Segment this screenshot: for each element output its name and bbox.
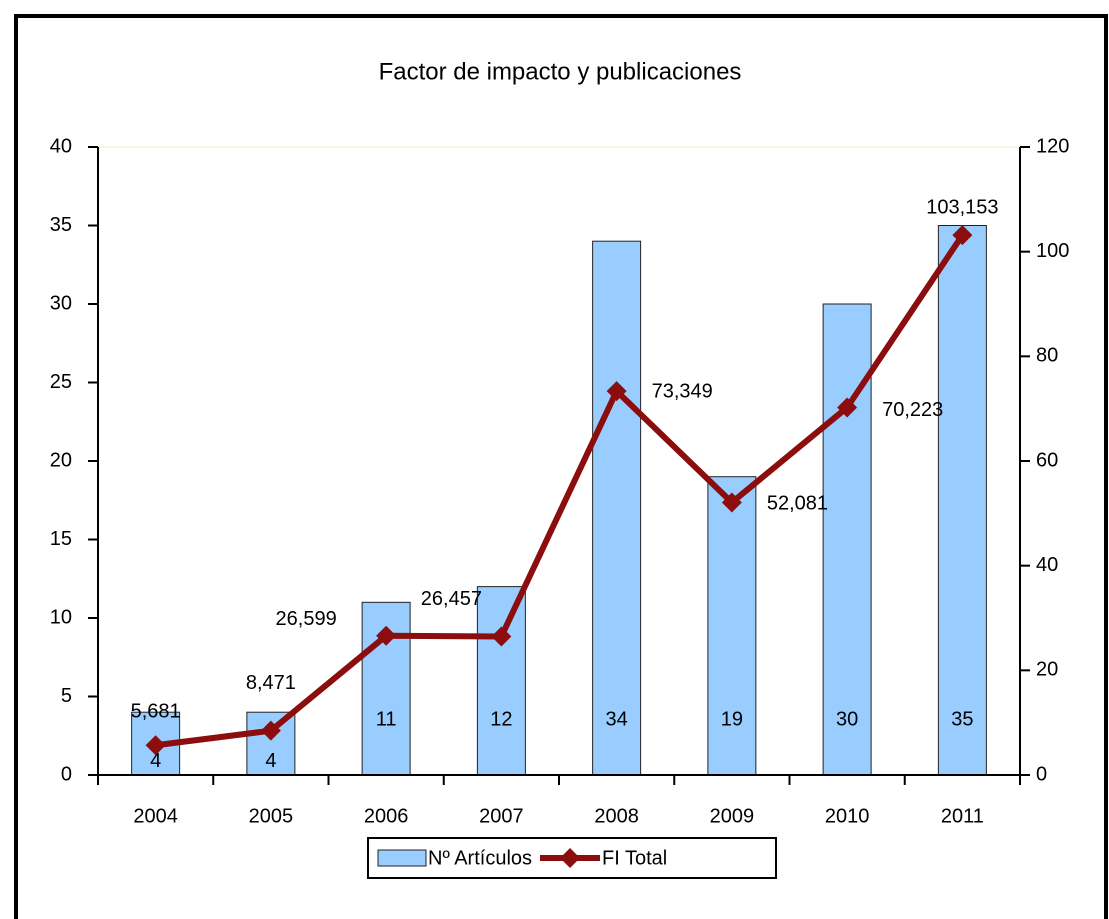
chart-title: Factor de impacto y publicaciones [379,58,742,85]
y-tick-label: 20 [50,449,72,471]
line-marker [491,626,512,647]
bar [476,586,526,776]
y-tick-label: 25 [50,371,72,393]
x-tick-label: 2011 [941,805,984,827]
line-value-label: 26,599 [276,608,337,630]
line-value-label: 26,457 [421,588,482,610]
line-value-label: 8,471 [246,672,296,694]
line-marker [837,397,858,418]
y-tick-label: 30 [50,292,72,314]
legend-marker [560,848,581,868]
line-marker [376,625,397,646]
x-tick-label: 2008 [594,805,639,827]
bar [592,240,642,776]
frame [14,14,1108,919]
line-value-label: 52,081 [767,493,828,515]
x-tick-label: 2007 [479,805,524,827]
y-tick-label: 35 [50,214,72,236]
y2-tick-label: 40 [1036,554,1058,576]
y-tick-label: 5 [61,685,72,707]
y2-tick-label: 0 [1036,763,1047,785]
line-marker [952,225,973,246]
bar [822,303,872,776]
bar-value-label: 19 [721,708,743,730]
bar-value-label: 12 [490,708,512,730]
line-marker [606,381,627,402]
y-tick-label: 40 [50,135,72,157]
x-tick-label: 2006 [364,805,409,827]
line-value-label: 70,223 [882,399,943,421]
bar [707,476,757,776]
y-tick-label: 10 [50,606,72,628]
y-tick-label: 15 [50,528,72,550]
x-tick-label: 2010 [825,805,870,827]
line-value-label: 5,681 [131,701,181,723]
line-marker [145,735,166,756]
legend-label: Nº Artículos [428,847,532,869]
x-tick-label: 2004 [133,805,178,827]
line [155,233,965,749]
y2-tick-label: 100 [1036,240,1069,262]
x-tick-label: 2009 [710,805,755,827]
bar-value-label: 30 [836,708,858,730]
bar-value-label: 35 [951,708,973,730]
y2-tick-label: 120 [1036,135,1069,157]
bar-value-label: 34 [606,708,628,730]
legend-label: FI Total [602,847,667,869]
line-value-label: 73,349 [652,380,713,402]
y2-tick-label: 80 [1036,345,1058,367]
y2-tick-label: 60 [1036,449,1058,471]
bar [937,225,987,776]
bar-value-label: 4 [150,750,161,772]
y-tick-label: 0 [61,763,72,785]
line-marker [721,492,742,513]
y2-tick-label: 20 [1036,659,1058,681]
bar-value-label: 11 [376,708,397,730]
legend-swatch [377,849,427,867]
bar-value-label: 4 [265,750,276,772]
x-tick-label: 2005 [249,805,294,827]
line-marker [260,720,281,741]
line-value-label: 103,153 [926,196,998,218]
